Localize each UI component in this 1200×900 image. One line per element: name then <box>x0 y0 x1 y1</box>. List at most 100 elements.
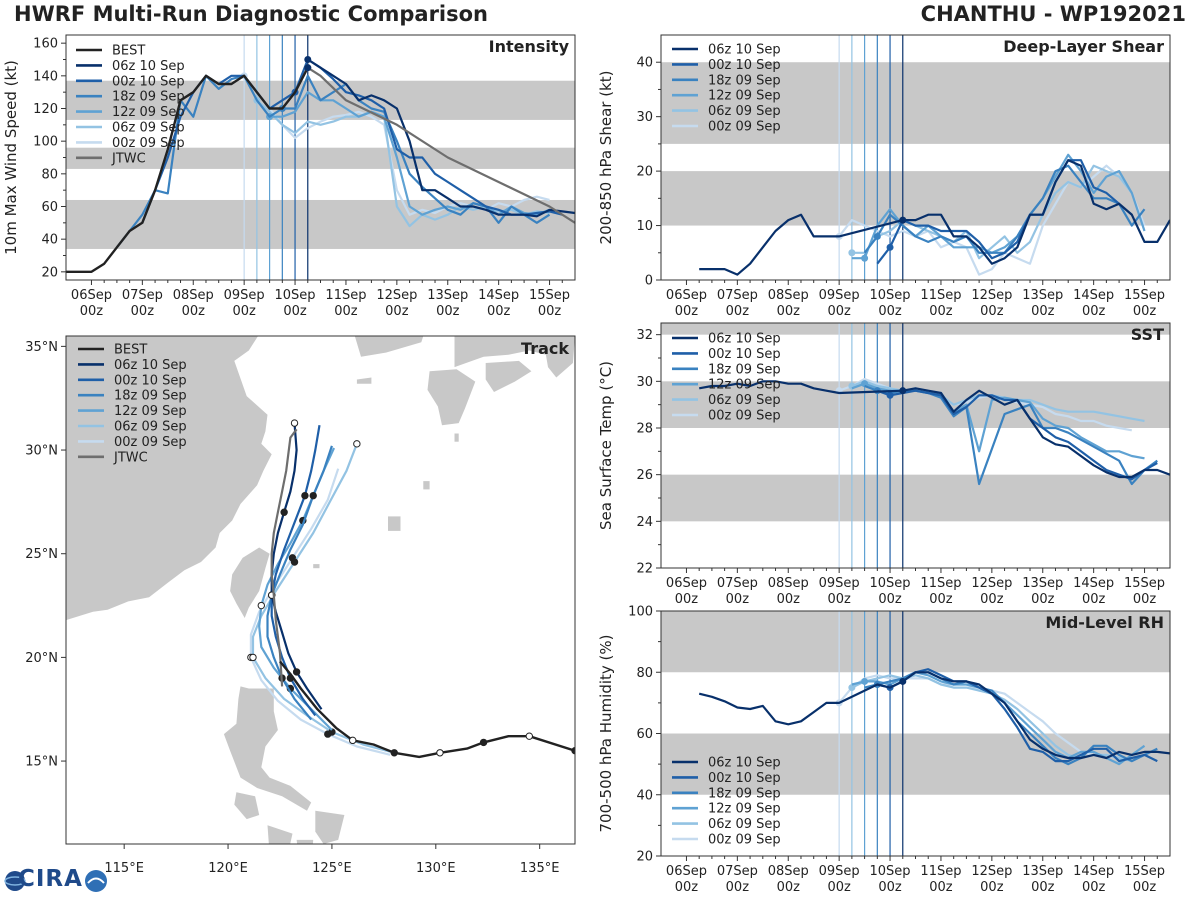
rh-legend-label: 00z 10 Sep <box>708 771 781 786</box>
sst-xtick-label: 14Sep <box>1073 576 1114 591</box>
intensity-series-2 <box>116 74 551 248</box>
rh-ytick-label: 100 <box>628 605 653 620</box>
intensity-legend-label: 00z 10 Sep <box>112 74 185 89</box>
track-best-marker <box>525 732 533 740</box>
rh-xtick-hour: 00z <box>1031 880 1055 895</box>
landmass <box>313 564 320 569</box>
intensity-xtick-hour: 00z <box>232 304 256 319</box>
shear-legend-label: 06z 10 Sep <box>708 43 781 58</box>
logo-globe-icon <box>4 870 107 892</box>
intensity-legend-label: 06z 10 Sep <box>112 59 185 74</box>
sst-series-0 <box>699 380 1170 479</box>
rh-xtick-hour: 00z <box>1133 880 1157 895</box>
landmass <box>223 686 312 811</box>
sst-ytick-label: 22 <box>636 562 653 577</box>
rh-xtick-label: 15Sep <box>1124 864 1165 879</box>
track-position-marker <box>249 653 257 662</box>
intensity-xtick-label: 12Sep <box>376 288 417 303</box>
intensity-ytick-label: 20 <box>41 265 58 280</box>
sst-band <box>661 323 1170 335</box>
rh-ytick-label: 40 <box>636 788 653 803</box>
intensity-legend-label: 06z 09 Sep <box>112 121 185 136</box>
sst-xtick-hour: 00z <box>980 592 1004 607</box>
shear-ytick-label: 40 <box>636 56 653 71</box>
sst-xtick-hour: 00z <box>929 592 953 607</box>
shear-init-marker <box>886 243 894 251</box>
intensity-series-0 <box>307 58 575 218</box>
sst-legend-label: 06z 09 Sep <box>708 393 781 408</box>
sst-series-group <box>699 377 1170 486</box>
landmass <box>315 810 345 844</box>
shear-series-5 <box>838 164 1146 276</box>
shear-xtick-label: 13Sep <box>1022 288 1063 303</box>
landmass <box>388 516 401 531</box>
shear-xtick-hour: 00z <box>1133 304 1157 319</box>
rh-xtick-hour: 00z <box>929 880 953 895</box>
rh-ylabel: 700-500 hPa Humidity (%) <box>597 634 615 832</box>
track-legend-label: 00z 09 Sep <box>114 435 187 450</box>
shear-xtick-hour: 00z <box>929 304 953 319</box>
track-xtick-label: 125°E <box>312 861 352 876</box>
shear-xtick-hour: 00z <box>878 304 902 319</box>
shear-xtick-label: 06Sep <box>666 288 707 303</box>
intensity-best-marker <box>304 64 312 72</box>
shear-xtick-hour: 00z <box>827 304 851 319</box>
intensity-xtick-hour: 00z <box>436 304 460 319</box>
rh-ytick-label: 60 <box>636 727 653 742</box>
shear-init-marker <box>873 232 881 240</box>
track-ytick-label: 20°N <box>25 651 58 666</box>
rh-xtick-hour: 00z <box>777 880 801 895</box>
intensity-legend-label: 18z 09 Sep <box>112 90 185 105</box>
track-series-5 <box>249 468 391 756</box>
landmass <box>234 792 260 820</box>
shear-xtick-hour: 00z <box>1082 304 1106 319</box>
track-frame <box>65 335 576 845</box>
shear-legend-label: 00z 10 Sep <box>708 58 781 73</box>
shear-xtick-hour: 00z <box>777 304 801 319</box>
rh-chart: 2040608010006Sep00z07Sep00z08Sep00z09Sep… <box>597 605 1171 895</box>
rh-xtick-hour: 00z <box>878 880 902 895</box>
shear-xtick-label: 08Sep <box>768 288 809 303</box>
shear-xtick-label: 11Sep <box>920 288 961 303</box>
intensity-title: Intensity <box>489 37 570 56</box>
intensity-legend-label: BEST <box>112 44 145 59</box>
track-legend-label: 00z 10 Sep <box>114 373 187 388</box>
rh-init-marker <box>861 677 869 685</box>
intensity-legend-label: 12z 09 Sep <box>112 105 185 120</box>
rh-legend-label: 00z 09 Sep <box>708 833 781 848</box>
intensity-xtick-label: 11Sep <box>325 288 366 303</box>
landmass <box>356 377 372 384</box>
sst-xtick-hour: 00z <box>675 592 699 607</box>
track-position-marker <box>257 601 265 610</box>
track-best-marker <box>479 738 488 747</box>
sst-xtick-hour: 00z <box>1133 592 1157 607</box>
shear-xtick-hour: 00z <box>1031 304 1055 319</box>
sst-xtick-label: 10Sep <box>870 576 911 591</box>
track-series-group <box>247 419 575 759</box>
track-xtick-label: 120°E <box>208 861 248 876</box>
intensity-ytick-label: 80 <box>41 167 58 182</box>
track-legend-label: 06z 09 Sep <box>114 420 187 435</box>
shear-ytick-label: 10 <box>636 219 653 234</box>
rh-ytick-label: 20 <box>636 850 653 865</box>
sst-init-marker <box>899 387 907 395</box>
sst-xtick-label: 12Sep <box>971 576 1012 591</box>
shear-series-group <box>699 153 1170 276</box>
shear-series-0 <box>699 159 1170 276</box>
intensity-xtick-hour: 00z <box>385 304 409 319</box>
figure-title: HWRF Multi-Run Diagnostic Comparison <box>14 2 489 26</box>
intensity-xtick-label: 13Sep <box>427 288 468 303</box>
shear-xtick-label: 10Sep <box>870 288 911 303</box>
intensity-ytick-label: 140 <box>33 69 58 84</box>
intensity-xtick-label: 09Sep <box>224 288 265 303</box>
rh-xtick-label: 09Sep <box>819 864 860 879</box>
sst-init-marker <box>861 380 869 388</box>
shear-ytick-label: 20 <box>636 165 653 180</box>
track-position-marker <box>290 419 299 427</box>
track-jtwc-line <box>270 428 298 687</box>
track-ytick-label: 35°N <box>25 340 58 355</box>
shear-xtick-label: 15Sep <box>1124 288 1165 303</box>
